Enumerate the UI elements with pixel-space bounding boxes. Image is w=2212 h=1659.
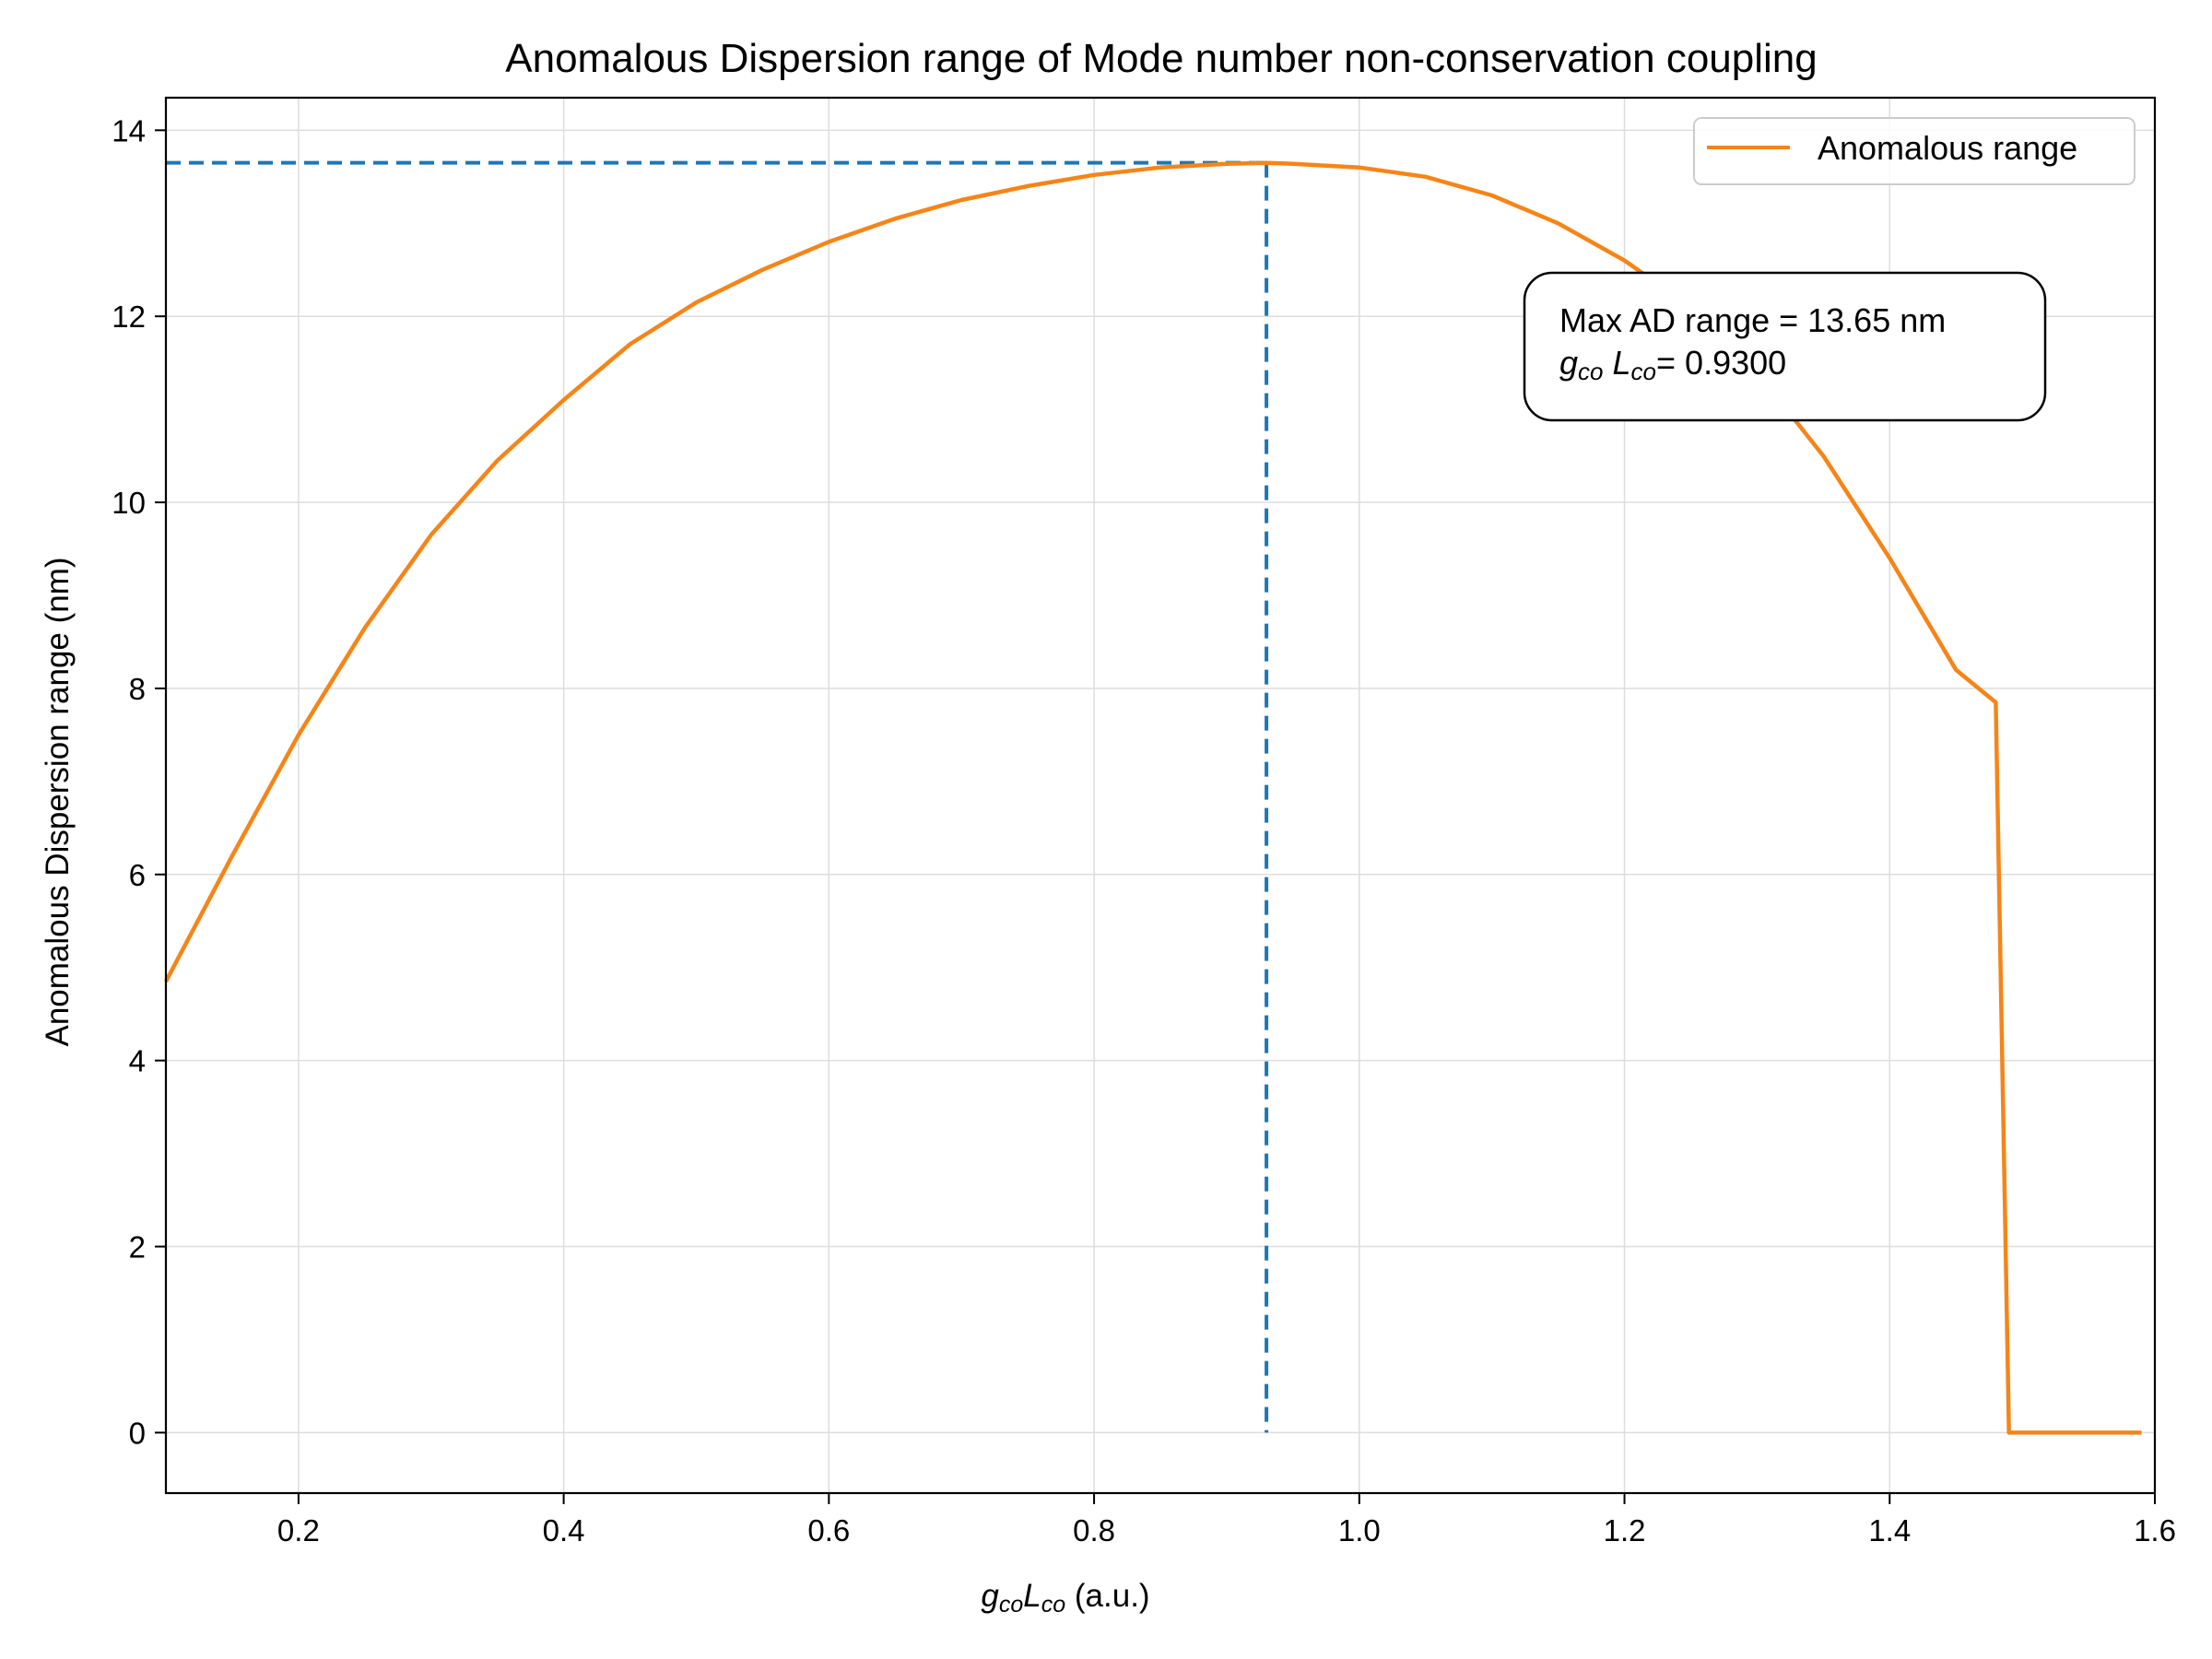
x-tick-label: 0.2 xyxy=(277,1513,320,1547)
annotation-box xyxy=(1523,271,2047,422)
x-axis-ticks: 0.2 0.4 0.6 0.8 1.0 1.2 1.4 1.6 xyxy=(277,1493,2176,1547)
y-tick-label: 0 xyxy=(129,1416,146,1450)
series-group xyxy=(164,160,2142,1435)
y-tick-label: 10 xyxy=(112,486,146,520)
legend-label: Anomalous range xyxy=(1818,129,2077,167)
x-tick-label: 1.0 xyxy=(1338,1513,1381,1547)
y-tick-label: 14 xyxy=(112,113,146,147)
annotation-max-text: Max AD range = 13.65 nm xyxy=(1559,301,1946,339)
y-tick-label: 6 xyxy=(129,858,146,892)
x-tick-label: 1.4 xyxy=(1868,1513,1911,1547)
x-tick-label: 1.6 xyxy=(2134,1513,2176,1547)
x-tick-label: 1.2 xyxy=(1604,1513,1646,1547)
y-axis-ticks: 0 2 4 6 8 10 12 14 xyxy=(112,113,166,1450)
chart-title: Anomalous Dispersion range of Mode numbe… xyxy=(505,36,1818,81)
y-tick-label: 12 xyxy=(112,300,146,334)
plot-frame xyxy=(164,96,2157,1495)
annotation-gco-text: gco Lco= 0.9300 xyxy=(1559,344,1786,385)
x-axis-label: gcoLco (a.u.) xyxy=(981,1578,1149,1618)
x-tick-label: 0.8 xyxy=(1073,1513,1115,1547)
series-line-anomalous-range xyxy=(164,160,2142,1435)
legend-box xyxy=(1693,117,2136,185)
legend: Anomalous range xyxy=(1693,117,2136,185)
x-tick-label: 0.6 xyxy=(807,1513,850,1547)
x-tick-label: 0.4 xyxy=(543,1513,585,1547)
y-tick-label: 2 xyxy=(129,1230,146,1265)
annotation: Max AD range = 13.65 nm gco Lco= 0.9300 xyxy=(1523,271,2047,422)
y-axis-label: Anomalous Dispersion range (nm) xyxy=(40,557,76,1046)
y-tick-label: 4 xyxy=(129,1044,146,1078)
y-tick-label: 8 xyxy=(129,672,146,706)
reference-lines xyxy=(166,160,1269,1433)
